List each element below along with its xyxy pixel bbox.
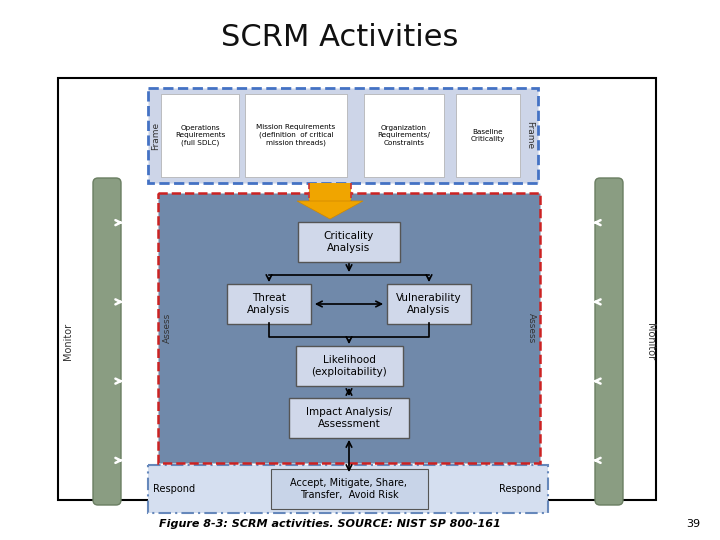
Text: Threat
Analysis: Threat Analysis <box>248 293 291 315</box>
Bar <box>158 193 540 463</box>
FancyBboxPatch shape <box>295 346 402 386</box>
Text: Monitor: Monitor <box>63 323 73 360</box>
Text: 39: 39 <box>686 519 700 529</box>
FancyBboxPatch shape <box>93 178 121 505</box>
FancyBboxPatch shape <box>387 284 471 324</box>
Bar <box>245 94 347 177</box>
Text: Vulnerability
Analysis: Vulnerability Analysis <box>396 293 462 315</box>
Text: Organization
Requirements/
Constraints: Organization Requirements/ Constraints <box>377 125 431 146</box>
Polygon shape <box>297 201 363 219</box>
Text: Baseline
Criticality: Baseline Criticality <box>471 129 505 142</box>
Text: Mission Requirements
(definition  of critical
mission threads): Mission Requirements (definition of crit… <box>256 125 336 146</box>
FancyBboxPatch shape <box>595 178 623 505</box>
FancyBboxPatch shape <box>289 398 409 438</box>
Text: Monitor: Monitor <box>645 323 655 360</box>
Bar <box>58 78 656 500</box>
Bar <box>364 94 444 177</box>
Text: Frame: Frame <box>526 122 534 150</box>
Bar <box>456 94 520 177</box>
FancyBboxPatch shape <box>298 222 400 262</box>
Bar <box>309 183 351 201</box>
Text: Respond: Respond <box>499 484 541 494</box>
Text: Figure 8-3: SCRM activities. SOURCE: NIST SP 800-161: Figure 8-3: SCRM activities. SOURCE: NIS… <box>159 519 501 529</box>
FancyBboxPatch shape <box>271 469 428 509</box>
Text: Operations
Requirements
(full SDLC): Operations Requirements (full SDLC) <box>175 125 225 146</box>
Text: SCRM Activities: SCRM Activities <box>221 24 459 52</box>
Text: Impact Analysis/
Assessment: Impact Analysis/ Assessment <box>306 407 392 429</box>
Text: Accept, Mitigate, Share,
Transfer,  Avoid Risk: Accept, Mitigate, Share, Transfer, Avoid… <box>290 478 408 500</box>
Bar <box>148 88 538 183</box>
Text: Assess: Assess <box>163 313 171 343</box>
Text: Assess: Assess <box>526 313 536 343</box>
Text: Criticality
Analysis: Criticality Analysis <box>324 231 374 253</box>
Text: Likelihood
(exploitability): Likelihood (exploitability) <box>311 355 387 377</box>
FancyBboxPatch shape <box>227 284 311 324</box>
Text: Frame: Frame <box>151 122 161 150</box>
Bar <box>161 94 239 177</box>
Bar <box>148 465 548 513</box>
Text: Respond: Respond <box>153 484 195 494</box>
